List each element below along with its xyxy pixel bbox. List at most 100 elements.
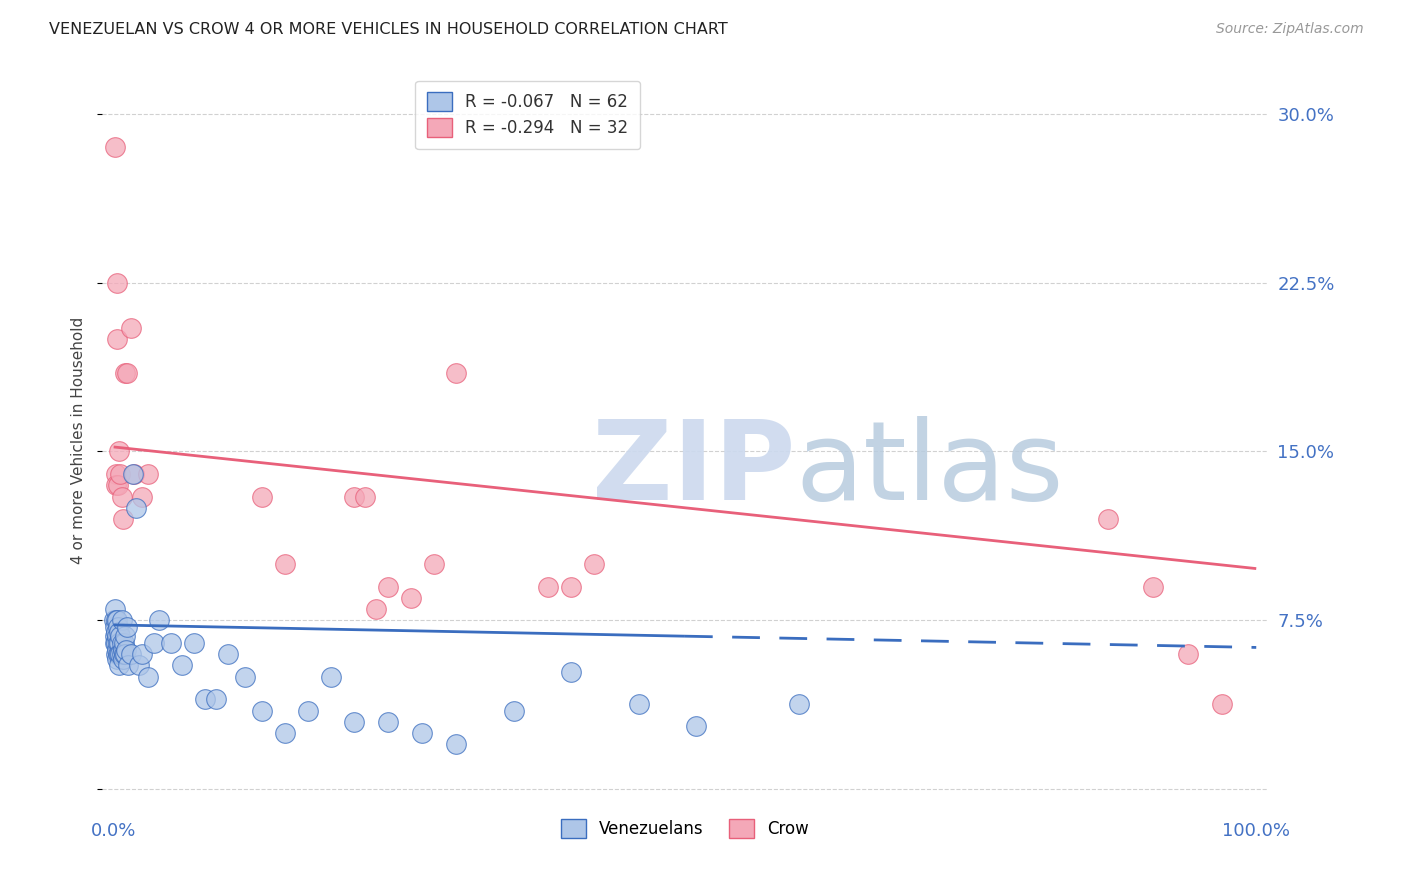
Point [194,692,217,706]
Point [104,647,127,661]
Point [114,366,136,380]
Point [502,704,524,718]
Point [112,647,135,661]
Point [250,704,273,718]
Point [446,366,468,380]
Point [111,512,134,526]
Point [560,580,582,594]
Point [366,602,388,616]
Point [104,602,127,616]
Point [104,624,127,639]
Point [110,467,132,481]
Point [411,726,433,740]
Point [136,467,159,481]
Point [183,636,205,650]
Point [1097,512,1119,526]
Point [105,332,128,346]
Point [354,490,377,504]
Point [233,670,256,684]
Point [205,692,228,706]
Point [148,614,170,628]
Point [217,647,239,661]
Point [115,642,138,657]
Point [110,647,132,661]
Point [107,620,129,634]
Text: ZIP: ZIP [592,417,794,524]
Point [104,636,127,650]
Point [172,658,194,673]
Point [104,614,127,628]
Point [105,276,128,290]
Text: atlas: atlas [796,417,1064,524]
Point [107,636,129,650]
Point [787,697,810,711]
Point [108,444,131,458]
Point [297,704,319,718]
Text: Source: ZipAtlas.com: Source: ZipAtlas.com [1216,22,1364,37]
Point [1142,580,1164,594]
Point [122,467,145,481]
Point [104,140,127,154]
Point [105,614,128,628]
Point [111,490,134,504]
Point [342,714,364,729]
Point [108,624,131,639]
Point [111,636,134,650]
Point [120,647,142,661]
Point [274,557,297,571]
Point [1177,647,1199,661]
Point [377,580,399,594]
Point [111,614,134,628]
Point [103,614,125,628]
Point [107,478,129,492]
Text: VENEZUELAN VS CROW 4 OR MORE VEHICLES IN HOUSEHOLD CORRELATION CHART: VENEZUELAN VS CROW 4 OR MORE VEHICLES IN… [49,22,728,37]
Point [685,719,707,733]
Point [104,467,127,481]
Point [108,647,131,661]
Point [342,490,364,504]
Point [131,490,153,504]
Point [1211,697,1233,711]
Point [582,557,605,571]
Point [377,714,399,729]
Point [105,629,128,643]
Point [114,629,136,643]
Point [142,636,165,650]
Point [104,636,127,650]
Point [131,647,153,661]
Point [111,642,134,657]
Point [159,636,181,650]
Point [537,580,560,594]
Point [399,591,422,605]
Point [111,651,134,665]
Point [104,478,127,492]
Point [319,670,342,684]
Point [117,620,139,634]
Point [110,629,132,643]
Point [120,320,142,334]
Legend: Venezuelans, Crow: Venezuelans, Crow [554,812,815,845]
Point [422,557,444,571]
Point [274,726,297,740]
Point [105,651,128,665]
Point [112,636,135,650]
Point [117,658,139,673]
Point [446,737,468,751]
Point [105,642,128,657]
Point [136,670,159,684]
Point [122,467,145,481]
Point [560,665,582,680]
Point [108,636,131,650]
Point [114,647,136,661]
Point [628,697,651,711]
Point [250,490,273,504]
Point [108,658,131,673]
Point [107,647,129,661]
Point [104,620,127,634]
Y-axis label: 4 or more Vehicles in Household: 4 or more Vehicles in Household [72,317,86,564]
Point [128,658,150,673]
Point [125,500,148,515]
Point [117,366,139,380]
Point [111,647,134,661]
Point [104,629,127,643]
